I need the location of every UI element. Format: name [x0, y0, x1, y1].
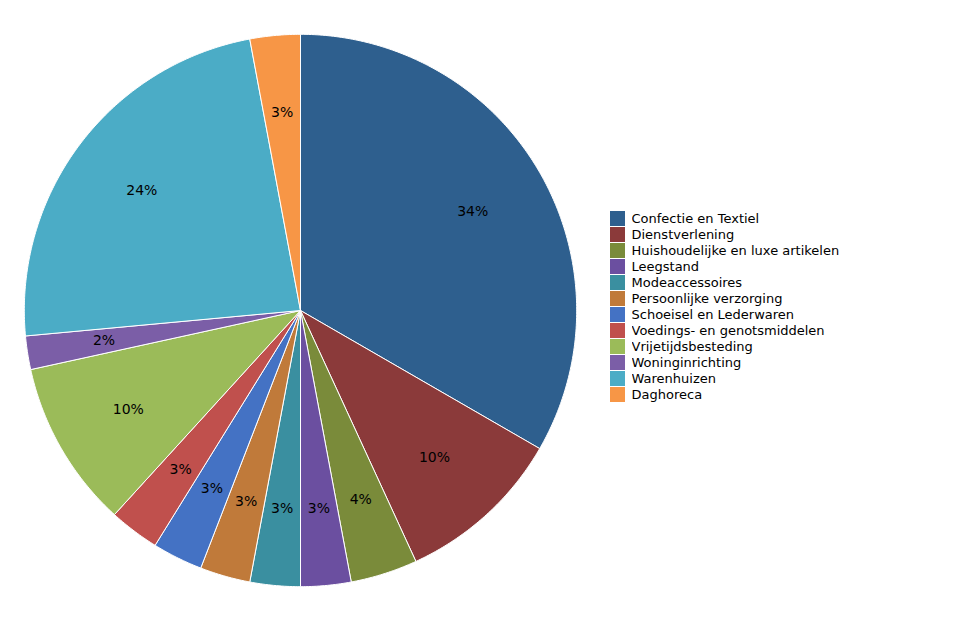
html-text:Daghoreca: Daghoreca — [631, 386, 703, 402]
svg-text:10%: 10% — [419, 449, 450, 465]
svg-text:3%: 3% — [308, 500, 330, 516]
svg-text:3%: 3% — [235, 493, 257, 509]
html-text:Leegstand: Leegstand — [631, 258, 700, 274]
svg-text:34%: 34% — [457, 203, 488, 219]
html-text:Modeaccessoires: Modeaccessoires — [631, 274, 743, 290]
html-text:Huishoudelijke en luxe artikel: Huishoudelijke en luxe artikelen — [631, 242, 840, 258]
svg-text:10%: 10% — [113, 401, 144, 417]
svg-text:3%: 3% — [201, 480, 223, 496]
html-text:Confectie en Textiel: Confectie en Textiel — [631, 210, 760, 226]
svg-text:3%: 3% — [271, 500, 293, 516]
html-text:Persoonlijke verzorging: Persoonlijke verzorging — [631, 290, 783, 306]
html-text:Vrijetijdsbesteding: Vrijetijdsbesteding — [631, 338, 753, 354]
html-text:Schoeisel en Lederwaren: Schoeisel en Lederwaren — [631, 306, 795, 322]
svg-text:2%: 2% — [93, 332, 115, 348]
svg-text:4%: 4% — [350, 491, 372, 507]
html-text:Voedings- en genotsmiddelen: Voedings- en genotsmiddelen — [631, 322, 825, 338]
svg-text:3%: 3% — [170, 461, 192, 477]
html-text:Dienstverlening: Dienstverlening — [631, 226, 735, 242]
svg-text:3%: 3% — [271, 104, 293, 120]
svg-text:24%: 24% — [126, 182, 157, 198]
html-text:Warenhuizen: Warenhuizen — [631, 370, 716, 386]
html-text:Woninginrichting: Woninginrichting — [631, 354, 742, 370]
